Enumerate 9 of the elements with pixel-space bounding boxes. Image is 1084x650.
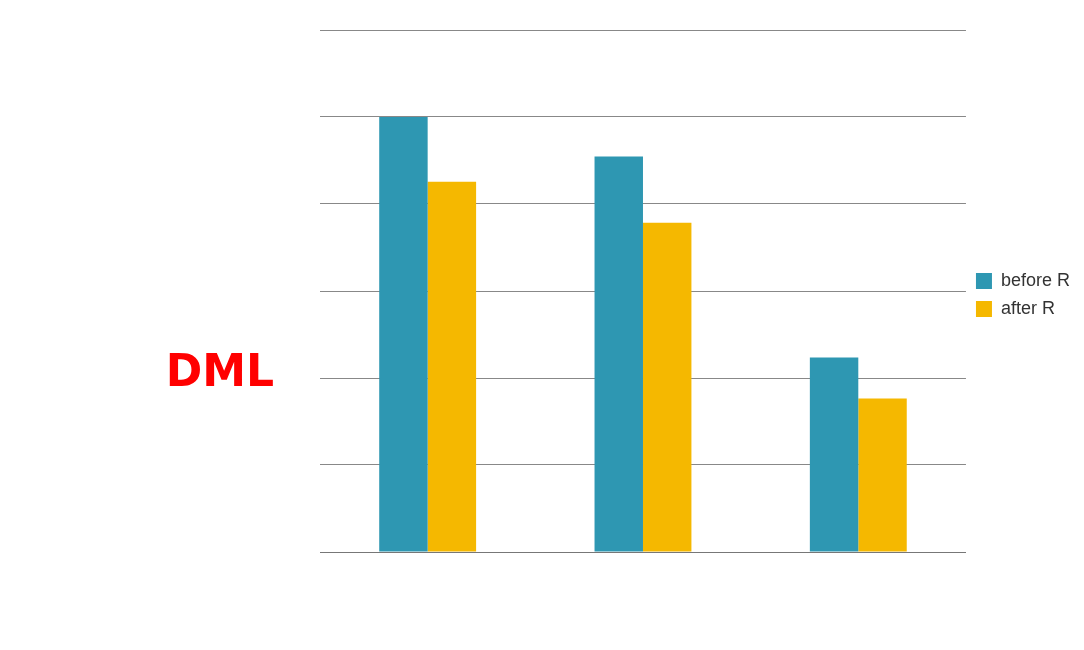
legend-label: before R <box>1000 269 1071 290</box>
bar <box>379 117 428 552</box>
text: DML <box>164 345 276 396</box>
bar <box>427 181 477 552</box>
bar <box>594 156 643 552</box>
bar <box>858 398 907 552</box>
legend-label: after R <box>1000 297 1055 318</box>
bar <box>642 222 692 552</box>
bar <box>809 357 859 552</box>
